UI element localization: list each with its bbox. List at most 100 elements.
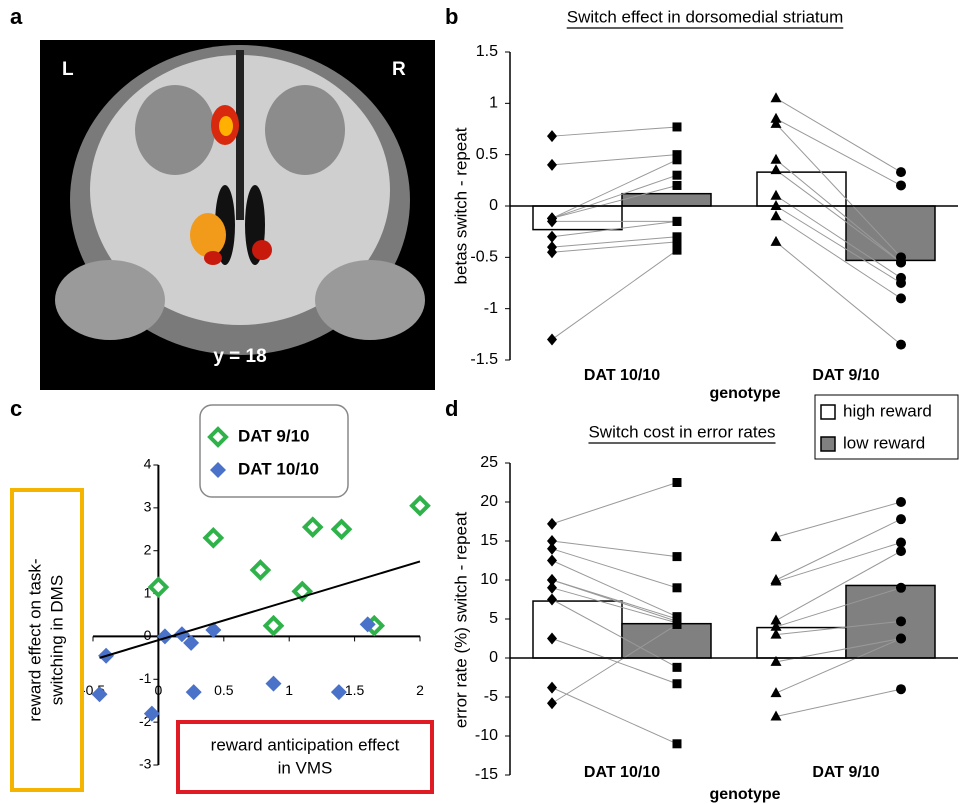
marker <box>673 739 682 748</box>
marker <box>547 231 557 243</box>
marker <box>896 340 906 350</box>
y-tick-label: 0.5 <box>476 146 498 163</box>
gyrus <box>135 85 215 175</box>
marker <box>547 555 557 567</box>
marker <box>547 682 557 694</box>
marker <box>673 583 682 592</box>
pair-line <box>776 519 901 580</box>
legend-label: low reward <box>843 433 925 452</box>
y-tick-label: 20 <box>480 493 498 510</box>
marker <box>547 159 557 171</box>
y-axis-label: betas switch - repeat <box>451 127 470 284</box>
pair-line <box>776 98 901 172</box>
pair-line <box>776 689 901 716</box>
y-tick-label: 1 <box>489 95 498 112</box>
y-tick-label: 0 <box>489 197 498 214</box>
activation <box>252 240 272 260</box>
x-tick-label: 1 <box>285 682 293 698</box>
pair-line <box>552 483 677 524</box>
legend-label: high reward <box>843 401 932 420</box>
y-tick-label: 4 <box>144 456 152 472</box>
marker <box>547 697 557 709</box>
chart-title: Switch cost in error rates <box>588 422 775 441</box>
pair-line <box>776 502 901 537</box>
legend-box <box>200 405 348 497</box>
marker <box>896 497 906 507</box>
annotation-box <box>178 722 432 792</box>
marker <box>547 130 557 142</box>
y-axis-label: reward effect on task- <box>25 558 44 721</box>
chart-title: Switch effect in dorsomedial striatum <box>567 7 844 26</box>
bar <box>533 601 622 658</box>
y-tick-label: 10 <box>480 571 498 588</box>
x-tick-label: 1.5 <box>345 682 365 698</box>
y-tick-label: 1.5 <box>476 43 498 60</box>
bar <box>622 624 711 658</box>
y-tick-label: -5 <box>484 688 498 705</box>
y-tick-label: 0 <box>144 627 152 643</box>
y-tick-label: 0 <box>489 649 498 666</box>
marker <box>673 679 682 688</box>
x-axis-label: genotype <box>709 786 780 803</box>
temporal-lobe <box>55 260 165 340</box>
panel-label: a <box>10 4 23 29</box>
fissure <box>236 50 244 220</box>
scatter-point <box>266 618 282 634</box>
pair-line <box>552 250 677 339</box>
marker <box>771 210 782 220</box>
hemisphere-label: R <box>392 59 406 80</box>
marker <box>896 684 906 694</box>
figure: L R y = 18 a b-1.5-1-0.500.511.5DAT 10/1… <box>0 0 960 804</box>
y-tick-label: -0.5 <box>470 249 498 266</box>
bar <box>622 194 711 206</box>
hemisphere-label: L <box>62 59 74 80</box>
scatter-point <box>205 530 221 546</box>
marker <box>771 687 782 697</box>
marker <box>896 180 906 190</box>
y-tick-label: 25 <box>480 454 498 471</box>
bar <box>846 585 935 658</box>
activation <box>204 251 222 265</box>
x-axis-label: in VMS <box>278 758 333 777</box>
scatter-point <box>266 676 282 692</box>
marker <box>673 478 682 487</box>
y-tick-label: 5 <box>489 610 498 627</box>
scatter-point <box>150 579 166 595</box>
scatter-point <box>412 498 428 514</box>
marker <box>771 154 782 164</box>
y-tick-label: 3 <box>144 499 152 515</box>
x-tick-label: 0 <box>155 682 163 698</box>
pair-line <box>552 242 677 252</box>
marker <box>896 167 906 177</box>
panel-label: d <box>445 396 458 421</box>
marker <box>673 217 682 226</box>
marker <box>896 538 906 548</box>
marker <box>673 237 682 246</box>
x-tick-label: DAT 10/10 <box>584 764 660 781</box>
marker <box>673 155 682 164</box>
marker <box>896 583 906 593</box>
y-tick-label: -10 <box>475 727 498 744</box>
marker <box>896 278 906 288</box>
marker <box>673 663 682 672</box>
marker <box>547 333 557 345</box>
scatter-point <box>334 521 350 537</box>
x-tick-label: 0.5 <box>214 682 234 698</box>
brain-image: L R y = 18 <box>40 40 435 390</box>
x-axis-label: reward anticipation effect <box>211 735 400 754</box>
marker <box>896 514 906 524</box>
x-tick-label: DAT 10/10 <box>584 367 660 384</box>
marker <box>673 181 682 190</box>
scatter-point <box>252 562 268 578</box>
scatter-point <box>186 684 202 700</box>
marker <box>771 92 782 102</box>
marker <box>771 118 782 128</box>
activation <box>219 116 233 136</box>
y-tick-label: -1.5 <box>470 351 498 368</box>
marker <box>673 171 682 180</box>
panel-label: b <box>445 4 458 29</box>
pair-line <box>552 237 677 247</box>
marker <box>673 122 682 131</box>
x-tick-label: DAT 9/10 <box>812 367 879 384</box>
marker <box>673 620 682 629</box>
